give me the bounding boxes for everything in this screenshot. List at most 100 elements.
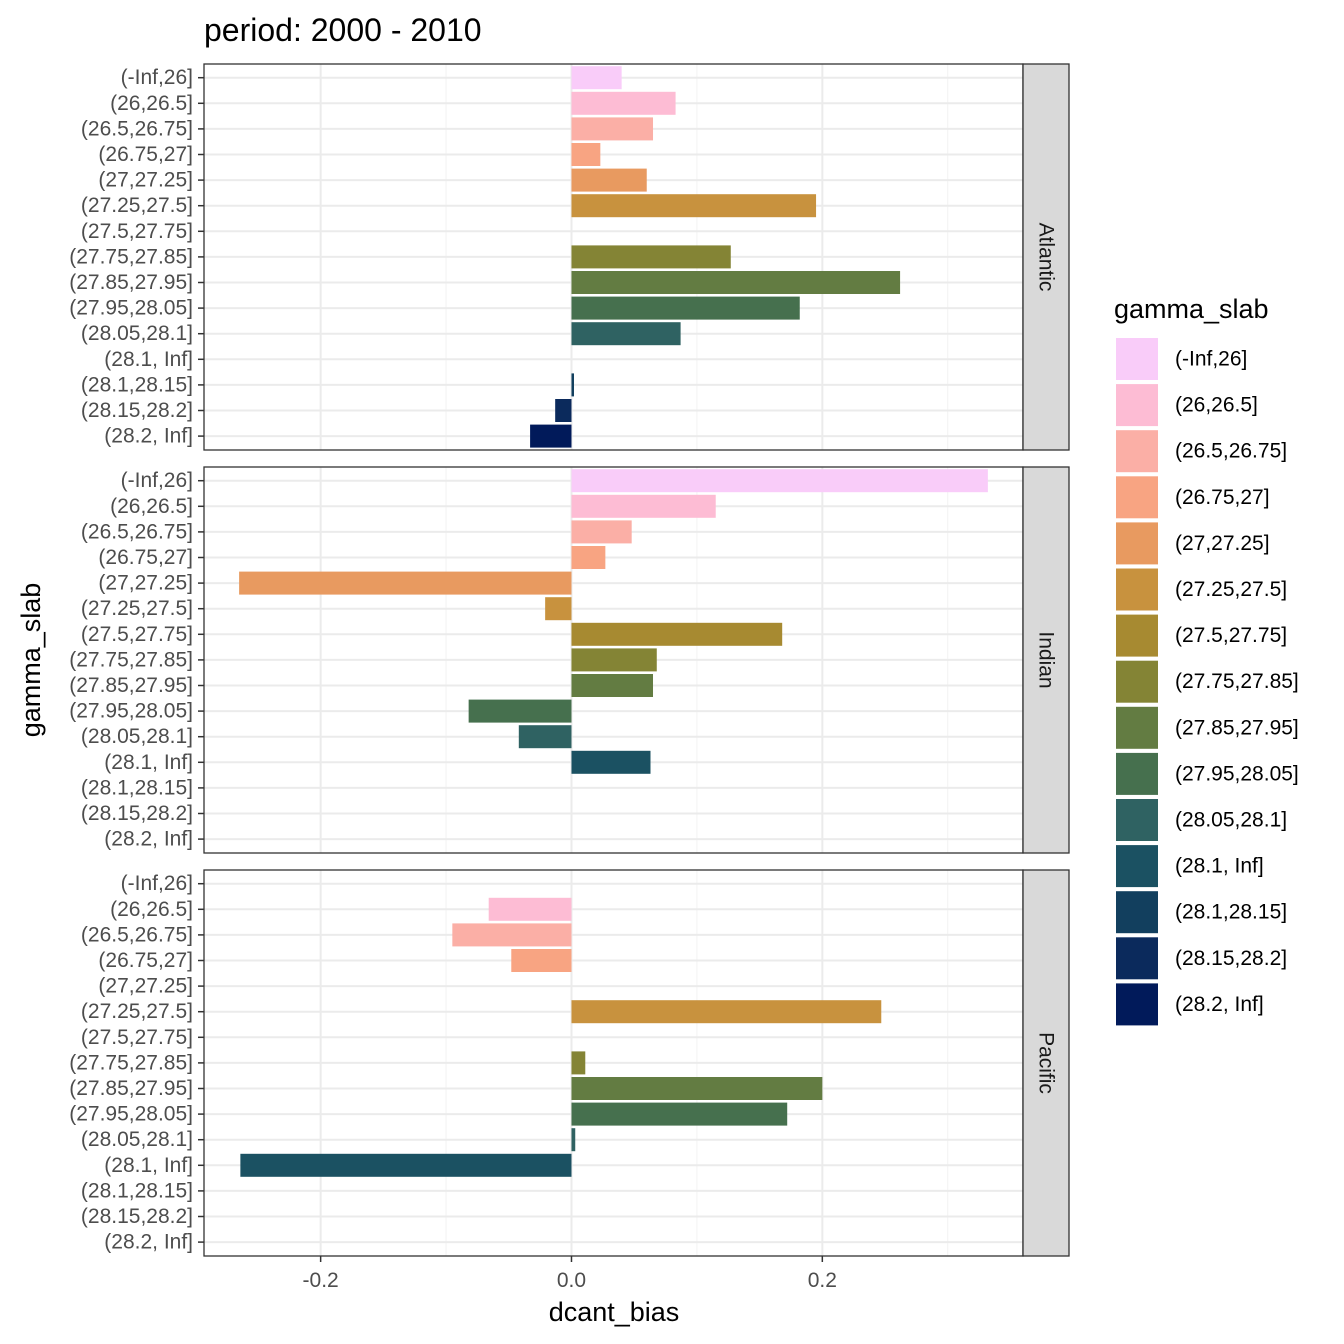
x-tick-label: -0.2 xyxy=(303,1269,339,1292)
bar-atlantic-8 xyxy=(571,271,901,294)
chart-title: period: 2000 - 2010 xyxy=(204,12,482,48)
legend-label: (27,27.25] xyxy=(1175,532,1270,555)
panel-atlantic: Atlantic (-Inf,26] (26,26.5](26.5,26.75] (2… xyxy=(69,63,1070,451)
legend-swatch xyxy=(1116,937,1158,980)
legend-label: (26.5,26.75] xyxy=(1175,440,1287,463)
y-tick-label: (28.2, Inf] xyxy=(104,425,193,448)
y-tick-label: (28.05,28.1] xyxy=(81,725,193,748)
bar-atlantic-2 xyxy=(571,117,654,141)
bar-atlantic-10 xyxy=(571,322,681,346)
facet-strip xyxy=(1022,63,1070,451)
bar-pacific-1 xyxy=(488,897,572,921)
legend-label: (27.95,28.05] xyxy=(1175,762,1299,785)
bar-atlantic-4 xyxy=(571,168,647,192)
bar-pacific-5 xyxy=(571,1000,882,1024)
y-tick-label: (26,26.5] xyxy=(110,898,193,921)
y-tick-label: (28.1, Inf] xyxy=(104,1154,193,1177)
bar-pacific-3 xyxy=(511,949,572,972)
y-tick-label: (27.85,27.95] xyxy=(69,674,193,697)
bar-indian-4 xyxy=(239,571,572,595)
y-tick-label: (26,26.5] xyxy=(110,92,193,115)
legend-swatch xyxy=(1116,799,1158,841)
legend-label: (27.85,27.95] xyxy=(1175,716,1299,739)
legend-title: gamma_slab xyxy=(1114,294,1269,324)
y-tick-label: (28.15,28.2] xyxy=(81,399,193,422)
legend-swatch xyxy=(1116,568,1158,611)
y-tick-label: (27.25,27.5] xyxy=(81,597,193,620)
y-tick-label: (-Inf,26] xyxy=(121,66,193,89)
y-tick-label: (26.5,26.75] xyxy=(81,520,193,543)
bar-atlantic-7 xyxy=(571,245,731,269)
legend-swatch xyxy=(1116,752,1158,795)
y-tick-label: (27.5,27.75] xyxy=(81,220,193,243)
legend-swatch xyxy=(1116,845,1158,888)
y-tick-label: (28.1,28.15] xyxy=(81,1179,193,1202)
legend-label: (27.25,27.5] xyxy=(1175,578,1287,601)
bar-pacific-11 xyxy=(240,1153,572,1177)
legend-label: (-Inf,26] xyxy=(1175,348,1247,371)
legend-label: (26.75,27] xyxy=(1175,486,1270,509)
y-tick-label: (-Inf,26] xyxy=(121,469,193,492)
legend-label: (28.15,28.2] xyxy=(1175,947,1287,970)
x-tick-label: 0.0 xyxy=(557,1269,586,1292)
legend-label: (28.1,28.15] xyxy=(1175,901,1287,924)
y-tick-label: (26.5,26.75] xyxy=(81,923,193,946)
y-tick-label: (27.95,28.05] xyxy=(69,297,193,320)
bar-atlantic-3 xyxy=(571,143,601,166)
y-tick-label: (28.2, Inf] xyxy=(104,828,193,851)
legend-swatch xyxy=(1116,430,1158,473)
y-tick-label: (27,27.25] xyxy=(98,169,193,192)
bar-indian-3 xyxy=(571,546,606,569)
y-tick-label: (26,26.5] xyxy=(110,495,193,518)
legend-items: (-Inf,26] (26,26.5] (26.5,26.75] (26.75,27]… xyxy=(1116,338,1299,1026)
bar-indian-6 xyxy=(571,622,783,646)
bar-indian-0 xyxy=(571,469,988,493)
y-tick-label: (26.5,26.75] xyxy=(81,117,193,140)
legend-label: (26,26.5] xyxy=(1175,394,1258,417)
bar-pacific-7 xyxy=(571,1051,586,1075)
y-tick-label: (28.1,28.15] xyxy=(81,776,193,799)
bar-atlantic-5 xyxy=(571,194,817,218)
legend-swatch xyxy=(1116,660,1158,703)
legend: gamma_slab (-Inf,26] (26,26.5] (26.5,26.75… xyxy=(1114,294,1299,1026)
legend-swatch xyxy=(1116,384,1158,427)
bar-atlantic-1 xyxy=(571,91,676,115)
y-tick-label: (27.25,27.5] xyxy=(81,1000,193,1023)
facet-strip-label: Indian xyxy=(1035,631,1058,688)
y-tick-label: (28.1, Inf] xyxy=(104,751,193,774)
legend-label: (28.2, Inf] xyxy=(1175,993,1264,1016)
y-tick-label: (27.5,27.75] xyxy=(81,1026,193,1049)
panel-indian: Indian (-Inf,26] (26,26.5](26.5,26.75] (26.… xyxy=(69,466,1070,854)
bar-atlantic-0 xyxy=(571,66,622,90)
y-tick-label: (27,27.25] xyxy=(98,975,193,998)
bar-indian-1 xyxy=(571,494,716,518)
x-tick-label: 0.2 xyxy=(808,1269,837,1292)
y-tick-label: (28.1, Inf] xyxy=(104,348,193,371)
legend-swatch xyxy=(1116,891,1158,934)
facet-panels: Atlantic(-Inf,26](26,26.5](26.5,26.75](2… xyxy=(69,63,1070,1257)
bar-indian-10 xyxy=(518,725,572,749)
bar-indian-9 xyxy=(468,699,572,723)
y-tick-label: (27.85,27.95] xyxy=(69,1077,193,1100)
legend-label: (28.05,28.1] xyxy=(1175,809,1287,832)
legend-label: (27.75,27.85] xyxy=(1175,670,1299,693)
y-tick-label: (27.95,28.05] xyxy=(69,1103,193,1126)
x-axis-title: dcant_bias xyxy=(549,1297,680,1327)
x-axis: -0.2 0.0 0.2 xyxy=(303,1256,837,1292)
bar-indian-8 xyxy=(571,674,654,697)
y-tick-label: (27.75,27.85] xyxy=(69,1051,193,1074)
legend-swatch xyxy=(1116,338,1158,380)
facet-strip-label: Pacific xyxy=(1035,1032,1058,1094)
bar-pacific-9 xyxy=(571,1102,788,1126)
y-tick-label: (28.1,28.15] xyxy=(81,373,193,396)
bar-indian-2 xyxy=(571,520,632,544)
facet-strip xyxy=(1022,869,1070,1257)
panel-pacific: Pacific (-Inf,26] (26,26.5](26.5,26.75] (26… xyxy=(69,869,1070,1257)
y-tick-label: (27.25,27.5] xyxy=(81,194,193,217)
y-tick-label: (28.2, Inf] xyxy=(104,1231,193,1254)
y-tick-label: (27.75,27.85] xyxy=(69,245,193,268)
y-tick-label: (28.15,28.2] xyxy=(81,1205,193,1228)
bar-atlantic-13 xyxy=(555,399,572,422)
y-tick-label: (28.05,28.1] xyxy=(81,1128,193,1151)
